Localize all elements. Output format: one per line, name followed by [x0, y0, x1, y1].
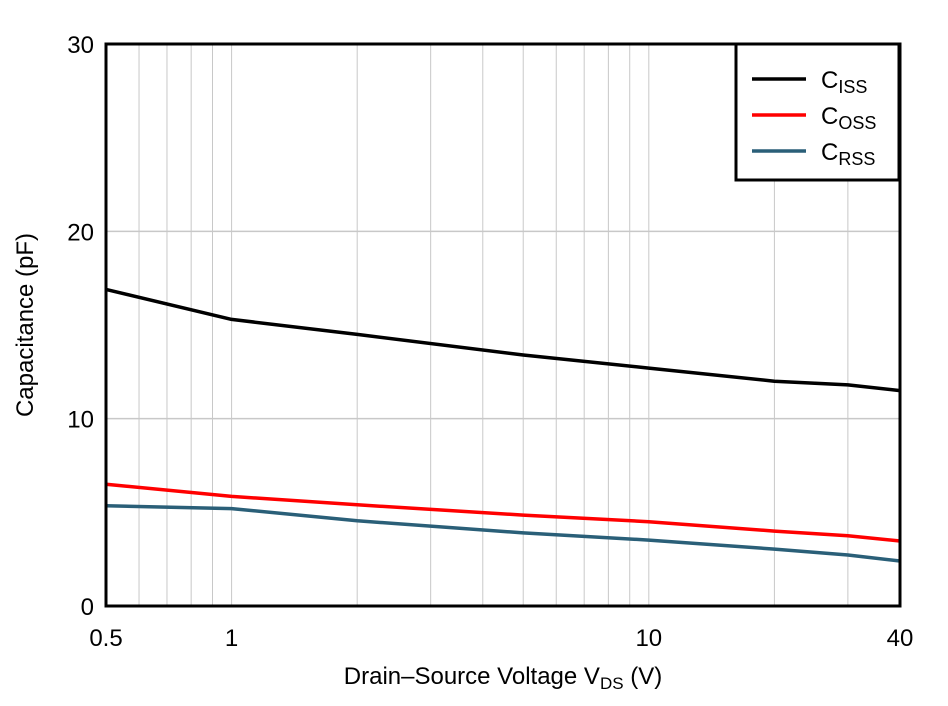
x-axis-label: Drain–Source Voltage VDS (V): [344, 663, 662, 693]
legend-label-crss: CRSS: [821, 139, 875, 169]
plot-frame: [104, 42, 902, 608]
series-lines: [105, 287, 901, 563]
legend-box: [734, 42, 901, 182]
series-line-ciss: [105, 287, 901, 393]
x-axis-label-main: Drain–Source Voltage V: [344, 663, 600, 690]
legend-label-ciss: CISS: [821, 67, 867, 97]
x-tick-label: 1: [225, 625, 238, 652]
legend-label-coss: COSS: [821, 103, 876, 133]
y-axis-label: Capacitance (pF): [12, 233, 39, 417]
y-tick-labels: 0 10 20 30: [67, 32, 94, 621]
x-tick-label: 40: [887, 625, 914, 652]
x-tick-label: 10: [635, 625, 662, 652]
y-tick-label: 30: [67, 32, 94, 59]
y-tick-label: 20: [67, 219, 94, 246]
series-line-coss: [105, 482, 901, 543]
grid: [106, 44, 900, 606]
x-tick-labels: 0.5 1 10 40: [89, 625, 913, 652]
y-tick-label: 10: [67, 407, 94, 434]
legend: CISS COSS CRSS: [734, 42, 901, 182]
x-tick-label: 0.5: [89, 625, 122, 652]
x-axis-label-unit: (V): [624, 663, 663, 690]
y-tick-label: 0: [81, 594, 94, 621]
series-line-crss: [105, 504, 901, 563]
x-axis-label-sub: DS: [600, 674, 624, 693]
